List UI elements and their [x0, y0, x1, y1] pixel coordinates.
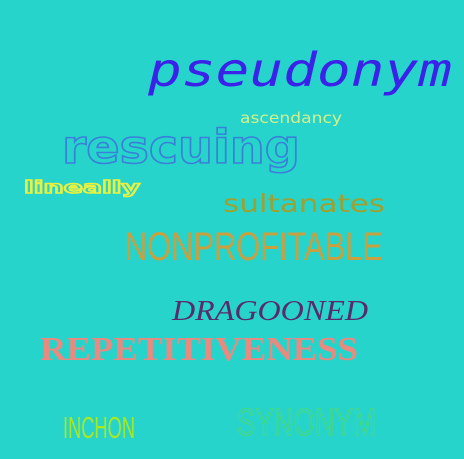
word: DRAGOONED	[171, 296, 368, 327]
word: rescuing	[62, 120, 300, 174]
word: NONPROFITABLE	[125, 225, 383, 269]
word: pseudonym	[147, 43, 452, 97]
word: INCHON	[63, 410, 135, 445]
word: ascendancy	[240, 109, 342, 127]
word: sultanates	[223, 189, 385, 218]
word: lineally	[24, 178, 140, 198]
word: SYNONYM	[237, 402, 376, 444]
word: REPETITIVENESS	[40, 331, 358, 368]
